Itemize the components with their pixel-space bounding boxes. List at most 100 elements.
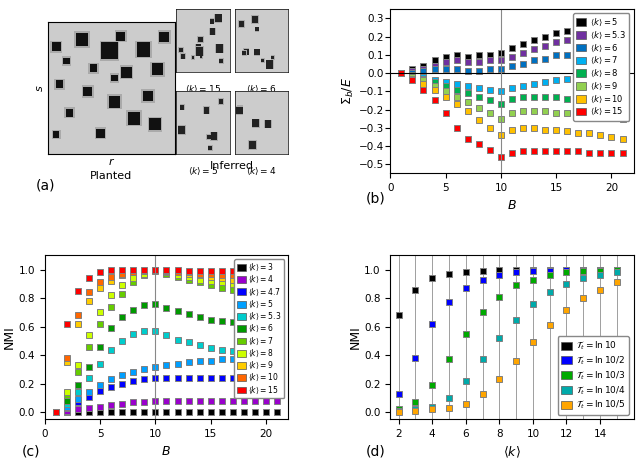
$\langle k\rangle = 15$ bbox=[420, 87, 428, 92]
Bar bbox=[264, 120, 271, 128]
Bar bbox=[178, 125, 186, 135]
$\langle k\rangle = 3$ bbox=[262, 410, 270, 415]
$\langle k\rangle = 3$ bbox=[196, 410, 204, 415]
$\langle k\rangle = 5$ bbox=[251, 356, 259, 362]
$\langle k\rangle = 5$ bbox=[464, 54, 472, 60]
$\langle k\rangle = 5.3$ bbox=[497, 58, 505, 63]
$\langle k\rangle = 3$ bbox=[173, 410, 181, 415]
$\langle k\rangle = 5.3$ bbox=[508, 54, 516, 60]
$\langle k\rangle = 5.3$ bbox=[464, 59, 472, 65]
$\langle k\rangle = 3$ bbox=[52, 410, 60, 415]
Bar bbox=[255, 27, 259, 32]
$\langle k\rangle = 10$ bbox=[185, 270, 193, 275]
$\langle k\rangle = 9$ bbox=[607, 114, 615, 120]
$\langle k\rangle = 5.3$ bbox=[251, 351, 259, 356]
$\langle k\rangle = 15$ bbox=[52, 410, 60, 415]
Bar bbox=[211, 132, 217, 140]
$\langle k\rangle = 5$ bbox=[74, 397, 82, 402]
$\langle k\rangle = 3$ bbox=[229, 410, 237, 415]
$\langle k\rangle = 6$ bbox=[74, 383, 82, 388]
Legend: $\mathcal{T}_t = \ln 10$, $\mathcal{T}_t = \ln 10/2$, $\mathcal{T}_t = \ln 10/3$: $\mathcal{T}_t = \ln 10$, $\mathcal{T}_t… bbox=[557, 336, 629, 415]
Bar bbox=[210, 19, 214, 24]
$\mathcal{T}_t = \ln 10/3$ bbox=[613, 267, 621, 273]
Bar bbox=[237, 105, 243, 113]
$\langle k\rangle = 15$ bbox=[453, 125, 461, 130]
$\langle k\rangle = 10$ bbox=[207, 271, 214, 277]
Bar bbox=[191, 55, 195, 60]
$\langle k\rangle = 15$ bbox=[173, 267, 181, 273]
$\langle k\rangle = 5.3$ bbox=[475, 59, 483, 65]
Line: $\langle k\rangle = 6$: $\langle k\rangle = 6$ bbox=[52, 301, 280, 416]
$\langle k\rangle = 6$ bbox=[453, 67, 461, 72]
Bar bbox=[252, 15, 259, 24]
$\langle k\rangle = 6$ bbox=[141, 302, 148, 308]
$\langle k\rangle = 6$ bbox=[85, 364, 93, 370]
$\mathcal{T}_t = \ln 10$ bbox=[613, 267, 621, 273]
Bar bbox=[254, 48, 260, 56]
$\mathcal{T}_t = \ln 10$ bbox=[428, 275, 436, 281]
$\langle k\rangle = 5$ bbox=[530, 37, 538, 43]
$\langle k\rangle = 8$ bbox=[619, 99, 627, 105]
$\langle k\rangle = 15$ bbox=[96, 270, 104, 275]
$\langle k\rangle = 9$ bbox=[173, 270, 181, 275]
$\langle k\rangle = 15$ bbox=[497, 154, 505, 160]
Bar bbox=[116, 32, 125, 41]
$\langle k\rangle = 10$ bbox=[251, 274, 259, 280]
$\langle k\rangle = 10$ bbox=[218, 273, 225, 278]
$\langle k\rangle = 8$ bbox=[96, 309, 104, 315]
Bar bbox=[210, 132, 218, 141]
$\langle k\rangle = 15$ bbox=[596, 151, 604, 156]
Line: $\langle k\rangle = 5.3$: $\langle k\rangle = 5.3$ bbox=[52, 328, 280, 416]
$\langle k\rangle = 15$ bbox=[262, 270, 270, 275]
$\langle k\rangle = 5.3$ bbox=[586, 34, 593, 40]
Y-axis label: $\Sigma_b/E$: $\Sigma_b/E$ bbox=[341, 77, 356, 105]
Bar bbox=[198, 36, 204, 43]
$\langle k\rangle = 5.3$ bbox=[563, 37, 571, 43]
Bar bbox=[215, 14, 221, 22]
$\langle k\rangle = 10$ bbox=[596, 132, 604, 138]
$\mathcal{T}_t = \ln 10/5$ bbox=[529, 340, 537, 345]
$\langle k\rangle = 10$ bbox=[475, 118, 483, 123]
$\langle k\rangle = 8$ bbox=[85, 332, 93, 338]
$\mathcal{T}_t = \ln 10$ bbox=[512, 267, 520, 273]
$\langle k\rangle = 4$ bbox=[173, 398, 181, 404]
$\langle k\rangle = 3$ bbox=[207, 410, 214, 415]
$\langle k\rangle = 9$ bbox=[52, 410, 60, 415]
$\langle k\rangle = 5.3$ bbox=[118, 338, 126, 344]
$\langle k\rangle = 5$ bbox=[85, 390, 93, 395]
$\mathcal{T}_t = \ln 10$ bbox=[395, 313, 403, 318]
$\langle k\rangle = 5$ bbox=[475, 52, 483, 58]
$\langle k\rangle = 8$ bbox=[397, 70, 405, 76]
Bar bbox=[101, 42, 118, 59]
$\langle k\rangle = 15$ bbox=[240, 270, 248, 275]
$\langle k\rangle = 15$ bbox=[185, 268, 193, 274]
$\langle k\rangle = 9$ bbox=[63, 360, 71, 365]
$\mathcal{T}_t = \ln 10/2$ bbox=[428, 321, 436, 327]
$\langle k\rangle = 9$ bbox=[586, 112, 593, 118]
$\langle k\rangle = 4.7$ bbox=[96, 388, 104, 394]
$\langle k\rangle = 10$ bbox=[420, 81, 428, 87]
Bar bbox=[82, 85, 94, 97]
$\langle k\rangle = 6$ bbox=[586, 50, 593, 56]
$\langle k\rangle = 4$ bbox=[251, 398, 259, 404]
Bar bbox=[219, 99, 223, 104]
$\langle k\rangle = 10$ bbox=[52, 410, 60, 415]
$\langle k\rangle = 9$ bbox=[108, 278, 115, 284]
Bar bbox=[76, 33, 88, 46]
$\langle k\rangle = 4.7$ bbox=[229, 375, 237, 381]
$\mathcal{T}_t = \ln 10/5$ bbox=[395, 410, 403, 415]
Bar bbox=[239, 21, 244, 27]
$\langle k\rangle = 4$ bbox=[262, 398, 270, 404]
$\langle k\rangle = 5.3$ bbox=[262, 351, 270, 356]
$\langle k\rangle = 15$ bbox=[63, 321, 71, 327]
$\langle k\rangle = 8$ bbox=[118, 282, 126, 288]
$\langle k\rangle = 7$ bbox=[251, 290, 259, 295]
$\langle k\rangle = 8$ bbox=[129, 275, 137, 281]
$\langle k\rangle = 5$ bbox=[262, 356, 270, 362]
$\langle k\rangle = 15$ bbox=[563, 149, 571, 154]
Bar bbox=[262, 59, 264, 62]
$\langle k\rangle = 8$ bbox=[141, 271, 148, 277]
$\langle k\rangle = 9$ bbox=[408, 74, 416, 80]
$\langle k\rangle = 7$ bbox=[508, 85, 516, 90]
Bar bbox=[210, 28, 216, 34]
